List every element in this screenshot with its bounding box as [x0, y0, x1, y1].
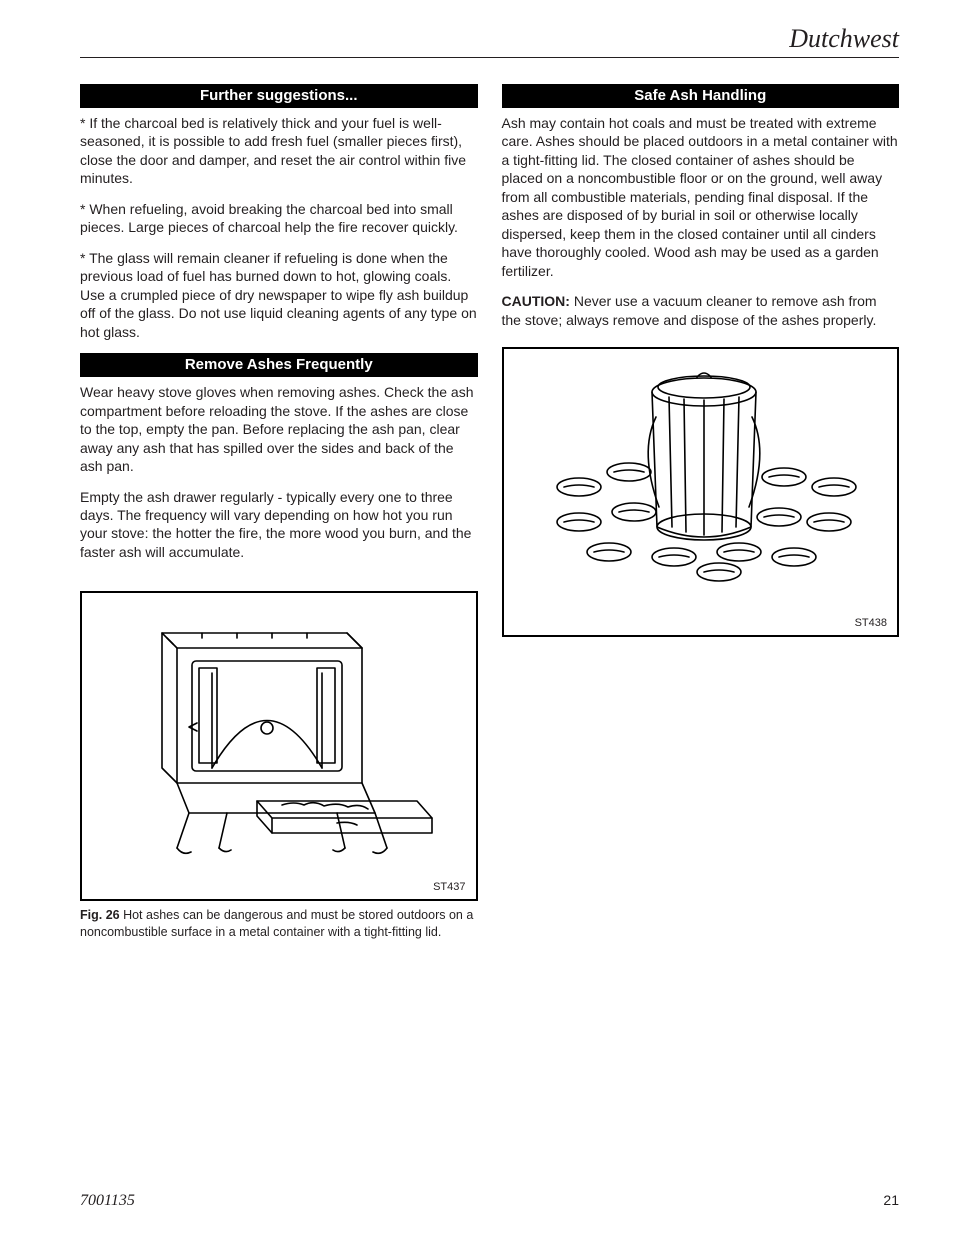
body-paragraph: * The glass will remain cleaner if refue…: [80, 249, 478, 341]
body-paragraph: Ash may contain hot coals and must be tr…: [502, 114, 900, 280]
section-heading-remove-ashes: Remove Ashes Frequently: [80, 353, 478, 377]
stove-illustration-icon: [107, 603, 447, 883]
figure-code-label: ST437: [433, 881, 465, 893]
page-header: Dutchwest: [80, 28, 899, 58]
section-heading-safe-ash: Safe Ash Handling: [502, 84, 900, 108]
figure-code-label: ST438: [855, 617, 887, 629]
left-column: Further suggestions... * If the charcoal…: [80, 84, 478, 941]
body-paragraph: * When refueling, avoid breaking the cha…: [80, 200, 478, 237]
body-paragraph: Empty the ash drawer regularly - typical…: [80, 488, 478, 562]
figure-number: Fig. 26: [80, 908, 120, 922]
figure-caption-text: Hot ashes can be dangerous and must be s…: [80, 908, 473, 939]
figure-ash-can: ST438: [502, 347, 900, 637]
right-column: Safe Ash Handling Ash may contain hot co…: [502, 84, 900, 941]
page-footer: 7001135 21: [80, 1192, 899, 1210]
section-heading-further-suggestions: Further suggestions...: [80, 84, 478, 108]
page-number: 21: [883, 1192, 899, 1208]
caution-paragraph: CAUTION: Never use a vacuum cleaner to r…: [502, 292, 900, 329]
figure-caption: Fig. 26 Hot ashes can be dangerous and m…: [80, 907, 478, 941]
content-columns: Further suggestions... * If the charcoal…: [80, 84, 899, 941]
caution-label: CAUTION:: [502, 293, 570, 309]
brand-title: Dutchwest: [789, 24, 899, 54]
figure-stove-ash-drawer: ST437: [80, 591, 478, 901]
document-number: 7001135: [80, 1192, 135, 1210]
body-paragraph: * If the charcoal bed is relatively thic…: [80, 114, 478, 188]
body-paragraph: Wear heavy stove gloves when removing as…: [80, 383, 478, 475]
ash-can-illustration-icon: [519, 357, 889, 612]
